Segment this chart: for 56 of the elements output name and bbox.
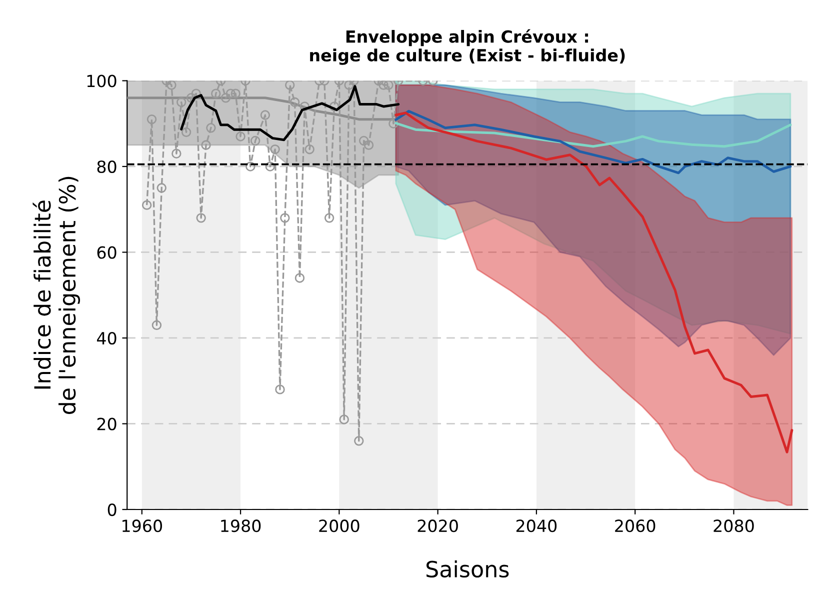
x-tick-label: 1980 <box>221 520 261 532</box>
point <box>186 93 196 103</box>
point <box>181 127 192 138</box>
point <box>354 436 364 446</box>
point <box>324 213 334 223</box>
x-tick-label: 2080 <box>714 520 754 532</box>
point <box>280 213 290 223</box>
point <box>384 80 394 90</box>
point <box>290 97 300 108</box>
point <box>265 162 275 172</box>
point <box>339 414 349 424</box>
point <box>146 114 157 124</box>
point <box>206 123 216 133</box>
x-axis-title: Saisons <box>426 560 509 578</box>
point <box>284 80 295 90</box>
point <box>358 136 369 146</box>
point <box>166 80 176 90</box>
x-tick-label: 1960 <box>122 520 162 532</box>
point <box>270 144 280 154</box>
y-tick-label: 0 <box>108 503 116 516</box>
point <box>152 320 162 330</box>
point <box>378 80 388 90</box>
point <box>304 144 314 154</box>
point <box>294 273 305 283</box>
point <box>275 384 285 394</box>
y-tick-label: 40 <box>96 332 116 345</box>
point <box>344 80 354 90</box>
point <box>236 132 246 142</box>
line-series <box>394 112 794 454</box>
point <box>260 110 270 120</box>
point <box>226 88 236 98</box>
x-tick-label: 2020 <box>418 520 458 532</box>
point <box>142 200 152 210</box>
point <box>364 140 374 150</box>
y-axis-title: Indice de fiabilité de l'enneigement (%) <box>32 176 80 414</box>
point <box>230 88 240 98</box>
point <box>156 183 166 193</box>
chart-title: Enveloppe alpin Crévoux : neige de culture (Exist - bi-fluide) <box>310 29 625 65</box>
x-tick-label: 2060 <box>615 520 656 532</box>
x-tick-label: 2000 <box>319 520 360 532</box>
y-tick-label: 100 <box>87 74 116 88</box>
y-tick-label: 60 <box>97 246 116 259</box>
y-tick-label: 20 <box>97 418 116 430</box>
point <box>220 93 231 103</box>
x-tick-label: 2040 <box>516 520 557 532</box>
point <box>176 97 186 108</box>
point <box>211 88 221 98</box>
y-tick-label: 80 <box>97 160 116 174</box>
point <box>201 140 211 150</box>
point <box>196 213 206 223</box>
point <box>246 162 256 172</box>
point <box>388 118 398 128</box>
point <box>250 136 260 146</box>
point <box>172 148 182 158</box>
point <box>300 102 310 112</box>
point <box>329 102 340 112</box>
